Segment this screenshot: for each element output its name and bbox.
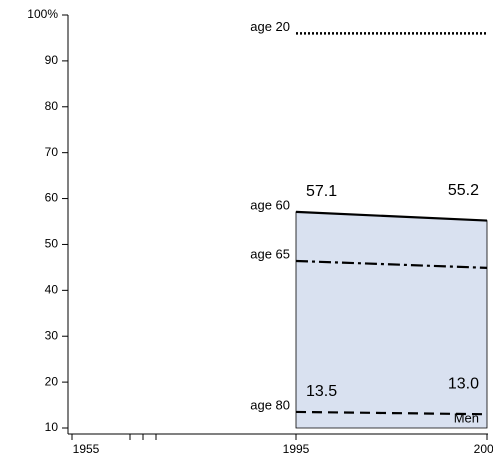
value-label: 13.0 (448, 375, 479, 392)
value-label: 55.2 (448, 182, 479, 199)
series-line (295, 210, 488, 222)
series-line (295, 259, 488, 269)
series-label: age 60 (250, 197, 290, 212)
value-label: 13.5 (306, 383, 337, 400)
axis-break (129, 434, 157, 440)
x-tick-label: 2005 (474, 442, 493, 456)
x-tick-label: 1995 (283, 442, 310, 456)
y-tick-label: 80 (45, 99, 59, 113)
series-label: age 65 (250, 246, 290, 261)
series-label: age 80 (250, 397, 290, 412)
y-tick-label: 60 (45, 191, 59, 205)
y-tick-label: 70 (45, 145, 59, 159)
series-label: age 20 (250, 19, 290, 34)
x-tick-label: 1955 (73, 442, 100, 456)
y-tick-label: 30 (45, 328, 59, 342)
y-tick-label: 40 (45, 283, 59, 297)
y-tick-label: 50 (45, 237, 59, 251)
annotation: Men (454, 411, 479, 426)
y-tick-label: 90 (45, 53, 59, 67)
y-tick-label: 20 (45, 374, 59, 388)
y-tick-label: 100% (27, 7, 58, 21)
y-tick-label: 10 (45, 420, 59, 434)
value-label: 57.1 (306, 183, 337, 200)
